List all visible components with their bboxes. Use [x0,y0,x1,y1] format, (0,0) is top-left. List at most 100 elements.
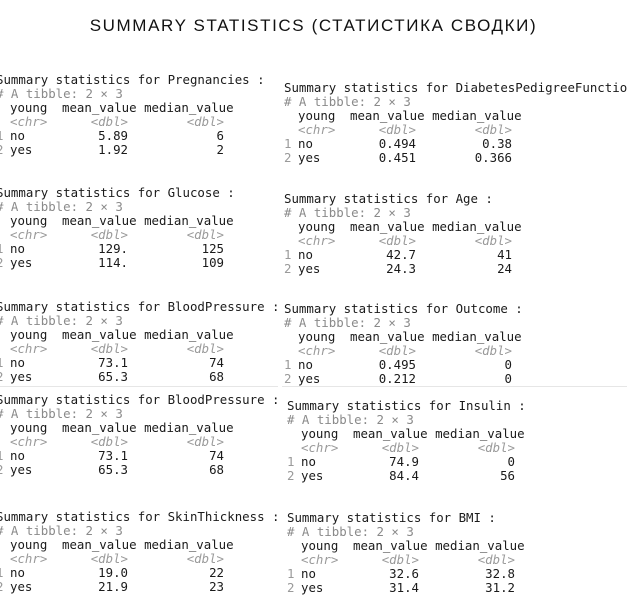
type-young: <chr> [10,114,48,129]
cell-young: no [298,136,313,151]
tibble-desc-line: # A tibble: 2 × 3 [284,316,574,330]
column-type-line: <chr> <dbl> <dbl> [0,342,286,356]
block-heading-line: Summary statistics for BMI : [287,511,577,525]
cell-young: yes [10,142,33,157]
header-median: median_value [144,537,234,552]
block-heading: Summary statistics for Outcome : [284,301,523,316]
column-header-line: young mean_value median_value [284,220,574,234]
row-number: 2 [0,256,10,270]
row-number: 1 [284,247,292,262]
block-heading-line: Summary statistics for BloodPressure : [0,393,286,407]
block-heading-line: Summary statistics for Insulin : [287,399,577,413]
header-mean: mean_value [353,426,428,441]
header-median: median_value [144,327,234,342]
row-number: 1 [0,242,10,256]
column-type-line: <chr> <dbl> <dbl> [284,344,574,358]
cell-young: no [10,355,25,370]
summary-block: Summary statistics for BMI : # A tibble: … [287,511,577,595]
summary-block: Summary statistics for Glucose : # A tibb… [0,186,286,270]
summary-block: Summary statistics for DiabetesPedigreeF… [284,81,627,165]
summary-block: Summary statistics for Pregnancies : # A … [0,73,286,157]
cell-median: 0 [504,357,512,372]
type-median: <dbl> [474,233,512,248]
block-heading: Summary statistics for Age : [284,191,493,206]
block-heading: Summary statistics for BMI : [287,510,496,525]
cell-young: yes [298,261,321,276]
column-type-line: <chr> <dbl> <dbl> [287,553,577,567]
table-row: 1 no 74.9 0 [287,455,577,469]
type-young: <chr> [298,343,336,358]
column-header-line: young mean_value median_value [0,538,286,552]
tibble-description: # A tibble: 2 × 3 [284,205,411,220]
cell-median: 41 [497,247,512,262]
type-mean: <dbl> [90,114,128,129]
cell-mean: 0.495 [378,357,416,372]
header-median: median_value [432,329,522,344]
tibble-desc-line: # A tibble: 2 × 3 [284,95,574,109]
row-number: 1 [0,566,10,580]
summary-block: Summary statistics for SkinThickness : # … [0,510,286,594]
header-young: young [10,327,48,342]
cell-mean: 73.1 [98,448,128,463]
row-number: 1 [0,129,10,143]
type-young: <chr> [10,227,48,242]
cell-mean: 129. [98,241,128,256]
type-mean: <dbl> [90,434,128,449]
type-mean: <dbl> [381,440,419,455]
cell-mean: 74.9 [389,454,419,469]
header-young: young [10,420,48,435]
tibble-desc-line: # A tibble: 2 × 3 [0,407,286,421]
table-row: 2yes1.922 [0,143,286,157]
cell-young: no [301,454,316,469]
cell-young: no [10,241,25,256]
block-heading: Summary statistics for Pregnancies : [0,72,265,87]
header-mean: mean_value [350,329,425,344]
header-median: median_value [432,108,522,123]
cell-median: 68 [209,462,224,477]
table-row: 1no 73.1 74 [0,356,286,370]
cell-median: 125 [201,241,224,256]
cell-mean: 0.451 [378,150,416,165]
cell-young: yes [10,462,33,477]
header-young: young [298,108,336,123]
type-young: <chr> [10,434,48,449]
table-row: 2 yes 24.3 24 [284,262,574,276]
table-row: 1 no 0.495 0 [284,358,574,372]
row-number: 1 [284,357,292,372]
header-young: young [10,213,48,228]
cell-young: no [10,448,25,463]
summary-block: Summary statistics for Age : # A tibble: … [284,192,574,276]
cell-mean: 114. [98,255,128,270]
block-heading-line: Summary statistics for Age : [284,192,574,206]
row-number: 2 [284,261,292,276]
tibble-description: # A tibble: 2 × 3 [0,406,123,421]
column-header-line: young mean_value median_value [284,330,574,344]
block-heading: Summary statistics for BloodPressure : [0,299,280,314]
header-mean: mean_value [62,420,137,435]
tibble-desc-line: # A tibble: 2 × 3 [0,87,286,101]
cell-young: yes [301,468,324,483]
cell-young: no [10,565,25,580]
cell-median: 22 [209,565,224,580]
cell-median: 74 [209,448,224,463]
type-median: <dbl> [477,552,515,567]
table-row: 2 yes 84.4 56 [287,469,577,483]
tibble-desc-line: # A tibble: 2 × 3 [287,413,577,427]
cell-median: 74 [209,355,224,370]
type-median: <dbl> [477,440,515,455]
cell-median: 23 [209,579,224,594]
column-type-line: <chr> <dbl> <dbl> [0,228,286,242]
header-young: young [10,537,48,552]
type-median: <dbl> [474,122,512,137]
header-young: young [301,538,339,553]
cell-mean: 65.3 [98,369,128,384]
type-mean: <dbl> [378,233,416,248]
table-row: 1no 129. 125 [0,242,286,256]
cell-mean: 84.4 [389,468,419,483]
header-mean: mean_value [350,219,425,234]
type-mean: <dbl> [90,551,128,566]
header-mean: mean_value [62,100,137,115]
header-mean: mean_value [62,327,137,342]
row-number: 1 [287,566,295,581]
